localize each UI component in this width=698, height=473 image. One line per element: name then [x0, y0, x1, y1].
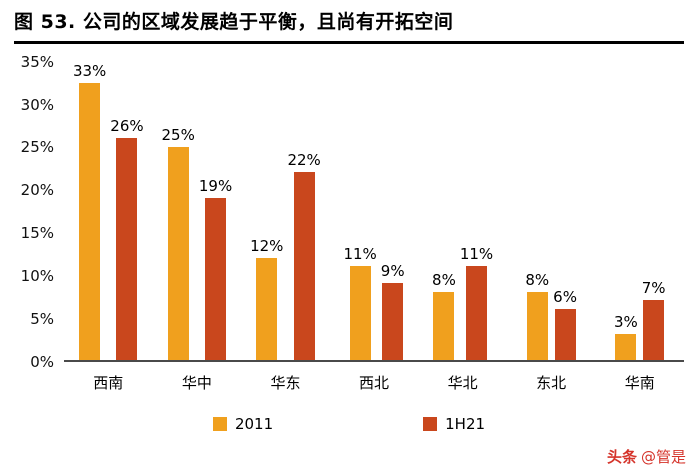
bar-group-华北: 8% 11%: [418, 62, 507, 360]
x-category-label: 华南: [624, 373, 655, 392]
data-label: 6%: [553, 287, 577, 306]
data-label: 25%: [161, 125, 195, 144]
bar-unit: 19%: [199, 62, 232, 360]
bar-2011: [256, 257, 278, 360]
watermark-handle: @管是: [640, 448, 686, 466]
y-tick-label: 5%: [30, 309, 54, 328]
data-label: 3%: [613, 313, 638, 332]
bar-1H21: [466, 266, 487, 360]
x-category-label: 华东: [270, 373, 301, 392]
watermark-brand: 头条: [606, 448, 637, 466]
bar-2011: [349, 266, 371, 360]
bar-1H21: [382, 283, 404, 360]
x-category-label: 东北: [536, 373, 567, 392]
legend-label: 2011: [234, 414, 274, 433]
data-label: 9%: [380, 262, 405, 281]
data-label: 19%: [198, 176, 233, 195]
data-label: 26%: [110, 117, 144, 136]
data-label: 12%: [250, 236, 284, 255]
plot-area: 33% 26% 25% 19% 12% 22% 11% 9% 8% 11% 8% 6% 3% 7%: [64, 62, 684, 362]
bar-chart: 0% 5% 10% 15% 20% 25% 30% 35% 33% 26% 25% 19% 12% 22…: [14, 53, 684, 433]
watermark: 头条 @管是: [607, 446, 686, 467]
x-category-label: 华北: [447, 373, 478, 392]
bar-1H21: [116, 138, 138, 360]
bar-1H21: [205, 197, 227, 360]
bar-unit: 8%: [525, 62, 549, 360]
bar-unit: 11%: [343, 62, 377, 360]
legend-item-2011: 2011: [212, 414, 274, 433]
bar-group-华东: 12% 22%: [241, 62, 330, 360]
legend-item-1H21: 1H21: [423, 415, 485, 433]
x-category-label: 华中: [181, 373, 212, 392]
data-label: 22%: [287, 151, 321, 170]
bar-2011: [526, 291, 548, 360]
legend-swatch: [212, 416, 227, 431]
y-tick-label: 20%: [20, 181, 54, 200]
legend-swatch: [423, 416, 438, 431]
bar-unit: 9%: [381, 62, 405, 360]
legend: 2011 1H21: [14, 415, 684, 433]
data-label: 8%: [432, 270, 456, 289]
bar-1H21: [643, 300, 665, 360]
data-label: 7%: [641, 279, 666, 298]
bar-2011: [615, 334, 637, 360]
data-label: 8%: [525, 270, 550, 289]
y-tick-label: 25%: [20, 138, 54, 157]
data-label: 11%: [343, 245, 377, 264]
bar-unit: 25%: [162, 62, 195, 360]
bar-unit: 8%: [432, 62, 456, 360]
bar-2011: [433, 291, 455, 360]
y-tick-label: 35%: [20, 52, 54, 71]
bar-group-西南: 33% 26%: [64, 62, 153, 360]
bar-unit: 6%: [553, 62, 577, 360]
data-label: 11%: [459, 245, 494, 264]
bar-group-华南: 3% 7%: [595, 62, 684, 360]
bar-2011: [79, 82, 101, 360]
chart-body: 0% 5% 10% 15% 20% 25% 30% 35% 33% 26% 25% 19% 12% 22…: [14, 53, 684, 371]
data-label: 33%: [72, 61, 107, 80]
y-tick-label: 0%: [30, 352, 54, 371]
x-category-label: 西北: [359, 373, 390, 392]
bar-unit: 26%: [110, 62, 144, 360]
bar-group-华中: 25% 19%: [153, 62, 242, 360]
bar-unit: 33%: [73, 62, 106, 360]
bar-2011: [167, 146, 189, 360]
y-tick-label: 10%: [20, 266, 54, 285]
bar-unit: 7%: [642, 62, 666, 360]
title-underline: [14, 40, 684, 44]
bar-unit: 22%: [287, 62, 321, 360]
chart-title: 图 53. 公司的区域发展趋于平衡，且尚有开拓空间: [14, 11, 454, 33]
bar-1H21: [554, 308, 576, 360]
bar-group-东北: 8% 6%: [507, 62, 596, 360]
bar-unit: 11%: [460, 62, 493, 360]
bar-unit: 12%: [250, 62, 283, 360]
y-axis: 0% 5% 10% 15% 20% 25% 30% 35%: [14, 53, 64, 371]
x-category-label: 西南: [93, 373, 124, 392]
y-tick-label: 30%: [20, 95, 54, 114]
bar-group-西北: 11% 9%: [330, 62, 419, 360]
bar-1H21: [293, 172, 315, 360]
x-axis: 西南 华中 华东 西北 华北 东北 华南: [64, 362, 684, 393]
bar-unit: 3%: [614, 62, 638, 360]
legend-label: 1H21: [445, 414, 486, 433]
y-tick-label: 15%: [20, 224, 54, 243]
